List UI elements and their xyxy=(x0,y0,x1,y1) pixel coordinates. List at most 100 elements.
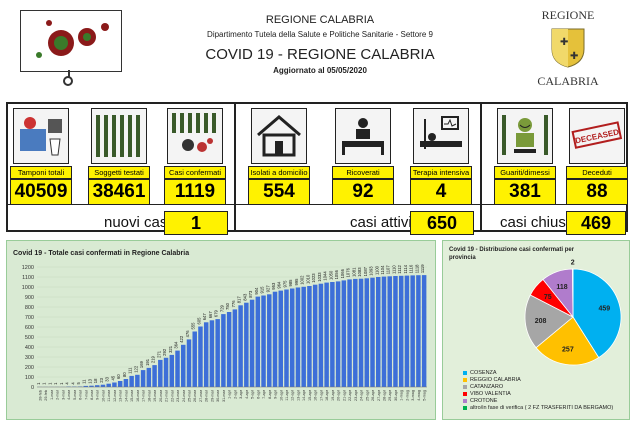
bar-value-label: 111 xyxy=(128,367,133,374)
stat-card-confermati: Casi confermati 1119 xyxy=(164,108,226,205)
x-tick-label: 19-apr xyxy=(331,389,335,401)
bar-value-label: 750 xyxy=(225,302,230,310)
pie-value-label: 75 xyxy=(544,294,552,301)
x-tick-label: 20-apr xyxy=(337,389,341,401)
x-tick-label: 30-mar xyxy=(216,389,220,402)
bar xyxy=(221,314,226,387)
bar-value-label: 995 xyxy=(294,278,299,286)
bar-value-label: 1076 xyxy=(346,267,351,277)
casi-chiusi-value: 469 xyxy=(566,211,626,235)
bar xyxy=(158,359,163,387)
bar-value-label: 45 xyxy=(110,375,115,380)
hospital-bed-icon xyxy=(335,108,391,164)
x-tick-label: 12-apr xyxy=(291,389,295,401)
y-tick-label: 200 xyxy=(25,365,34,371)
pie-value-label: 208 xyxy=(535,318,547,325)
stat-value: 88 xyxy=(566,179,628,205)
covid-virus-logo xyxy=(20,10,122,72)
pie-slice xyxy=(572,268,574,318)
bar xyxy=(307,286,312,387)
bar-value-label: 817 xyxy=(237,296,242,304)
bar-value-label: 679 xyxy=(214,309,219,317)
bar xyxy=(272,291,278,387)
bar-value-label: 1002 xyxy=(300,275,305,285)
bar xyxy=(370,277,375,387)
x-tick-label: 17-apr xyxy=(319,389,323,401)
legend-item: CROTONE xyxy=(463,397,627,404)
pie-value-label: 257 xyxy=(562,347,574,354)
x-tick-label: 5-mar xyxy=(73,389,77,400)
stat-value: 92 xyxy=(332,179,394,205)
bar xyxy=(324,282,329,387)
bar-value-label: 953 xyxy=(271,282,276,290)
bar xyxy=(376,277,381,387)
x-tick-label: 26-apr xyxy=(371,389,375,401)
bar-value-label: 605 xyxy=(196,317,201,325)
x-tick-label: 16-mar xyxy=(136,389,140,402)
bar-value-label: 915 xyxy=(260,286,265,294)
x-tick-label: 26-mar xyxy=(193,389,197,402)
bar xyxy=(364,278,370,387)
legend-swatch xyxy=(463,384,467,389)
x-tick-label: 21-apr xyxy=(342,389,346,401)
legend-label: COSENZA xyxy=(470,369,497,376)
bar xyxy=(353,278,358,387)
bar-value-label: 873 xyxy=(248,290,253,298)
bar xyxy=(198,326,203,387)
x-tick-label: 30-apr xyxy=(394,389,398,401)
bar xyxy=(393,276,398,387)
x-tick-label: 21-mar xyxy=(165,389,169,402)
x-tick-label: 2-mar xyxy=(56,389,60,400)
department-heading: Dipartimento Tutela della Salute e Polit… xyxy=(207,30,433,39)
bar-value-label: 33 xyxy=(105,376,110,381)
bar xyxy=(129,375,134,387)
bar xyxy=(244,302,249,387)
bar xyxy=(238,305,243,387)
legend-label: altro/in fase di verifica ( 2 FZ TRASFER… xyxy=(470,404,614,411)
pie-chart-title: Covid 19 - Distribuzione casi confermati… xyxy=(449,247,575,261)
bar xyxy=(186,339,192,387)
legend-item: altro/in fase di verifica ( 2 FZ TRASFER… xyxy=(463,404,627,411)
pie-slice xyxy=(535,316,600,366)
y-tick-label: 100 xyxy=(25,375,34,381)
bar-value-label: 1033 xyxy=(317,272,322,282)
svg-text:✚: ✚ xyxy=(570,51,578,62)
stat-card-tamponi: Tamponi totali 40509 xyxy=(10,108,72,205)
x-tick-label: 4-mar xyxy=(67,389,71,400)
intensive-care-icon xyxy=(413,108,469,164)
bar xyxy=(140,370,146,387)
bar-value-label: 1104 xyxy=(380,265,385,275)
bar-value-label: 1107 xyxy=(386,265,391,275)
confirmed-cases-icon xyxy=(167,108,223,164)
bar-value-label: 985 xyxy=(288,279,293,287)
bar xyxy=(261,295,266,387)
bar-value-label: 5 xyxy=(76,382,81,385)
bar xyxy=(381,276,387,387)
logo-stem xyxy=(68,70,70,78)
x-tick-label: 5-mag xyxy=(423,390,427,401)
bar-value-label: 1050 xyxy=(328,270,333,280)
x-tick-label: 29-apr xyxy=(388,389,392,401)
stat-label: Guariti/dimessi xyxy=(494,166,556,179)
x-tick-label: 1-apr xyxy=(228,389,232,399)
y-tick-label: 0 xyxy=(31,385,34,391)
bar-value-label: 1056 xyxy=(334,269,339,279)
bar-value-label: 1 xyxy=(36,382,41,385)
nuovi-casi-value: 1 xyxy=(164,211,228,235)
bar xyxy=(152,365,157,387)
logo-text-top: REGIONE xyxy=(541,8,595,22)
bar xyxy=(358,278,364,387)
home-icon xyxy=(251,108,307,164)
bar-value-label: 23 xyxy=(99,377,104,382)
bar-value-label: 729 xyxy=(219,304,224,312)
pie-value-label: 118 xyxy=(556,284,567,291)
bar xyxy=(146,367,152,387)
x-tick-label: 10-mar xyxy=(101,389,105,402)
legend-item: REGGIO CALABRIA xyxy=(463,376,627,383)
x-tick-label: 23-apr xyxy=(354,389,358,401)
bar xyxy=(284,289,289,387)
bar-value-label: 647 xyxy=(202,313,207,321)
bar-value-label: 1044 xyxy=(323,271,328,281)
x-tick-label: 9-apr xyxy=(274,389,278,399)
legend-swatch xyxy=(463,370,467,375)
